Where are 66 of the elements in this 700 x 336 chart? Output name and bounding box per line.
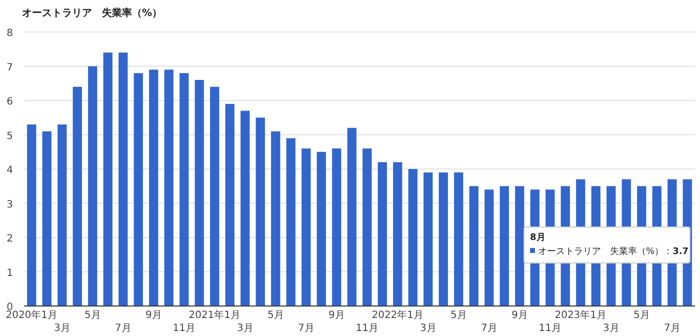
bar <box>72 86 82 306</box>
y-tick-label: 6 <box>6 96 13 108</box>
x-tick-label: 2021年1月 <box>188 309 241 321</box>
x-tick-label: 2020年1月 <box>6 309 58 321</box>
x-tick-label: 2023年1月 <box>554 309 607 321</box>
bar <box>332 148 342 306</box>
bar <box>286 138 296 306</box>
x-tick-label: 9月 <box>511 310 528 321</box>
bar <box>500 186 509 306</box>
bar <box>469 186 478 306</box>
bar <box>378 162 387 306</box>
x-tick-label: 7月 <box>480 323 498 334</box>
x-tick-label: 5月 <box>450 310 467 321</box>
bar <box>194 80 204 306</box>
y-tick-label: 3 <box>6 199 13 210</box>
bar <box>316 152 326 306</box>
x-tick-label: 11月 <box>538 323 562 334</box>
bar <box>164 70 174 306</box>
bar <box>103 52 112 306</box>
x-tick-label: 9月 <box>145 310 162 321</box>
bar <box>149 70 158 306</box>
x-tick-label: 5月 <box>633 310 650 321</box>
bar <box>88 66 98 306</box>
bar <box>27 124 36 306</box>
bar <box>393 162 402 306</box>
x-tick-label: 2022年1月 <box>372 309 424 321</box>
x-tick-label: 5月 <box>267 310 284 321</box>
x-tick-label: 7月 <box>298 323 314 334</box>
y-tick-label: 7 <box>6 62 13 74</box>
x-tick-label: 3月 <box>54 323 70 334</box>
annotation: 8月 <box>530 232 546 243</box>
bar <box>180 73 189 306</box>
bar <box>362 148 372 306</box>
x-tick-label: 11月 <box>356 323 378 334</box>
bar <box>408 169 418 306</box>
bar <box>210 86 220 306</box>
bar <box>58 124 67 306</box>
x-tick-label: 9月 <box>328 310 345 321</box>
bar <box>271 131 280 306</box>
bar <box>225 104 234 306</box>
annotation: オーストラリア 失業率（%）：3.7 <box>538 246 689 257</box>
bar <box>347 128 356 306</box>
bar <box>484 190 494 306</box>
y-tick-label: 5 <box>6 130 13 142</box>
bar <box>424 172 433 306</box>
y-tick-label: 4 <box>6 165 13 176</box>
y-tick-label: 2 <box>6 234 13 244</box>
bar <box>240 110 250 306</box>
bar <box>42 131 52 306</box>
bar <box>515 186 524 306</box>
x-tick-label: 11月 <box>172 323 196 334</box>
bar <box>118 52 128 306</box>
x-tick-label: 3月 <box>420 323 436 334</box>
x-tick-label: 7月 <box>664 323 680 334</box>
bar <box>302 148 311 306</box>
bar <box>454 172 464 306</box>
chart-title: オーストラリア 失業率（%） <box>22 7 162 19</box>
x-tick-label: 7月 <box>114 323 132 334</box>
y-tick-label: 8 <box>6 28 13 39</box>
bar <box>438 172 448 306</box>
x-tick-label: 3月 <box>236 323 254 334</box>
x-tick-label: 3月 <box>602 323 620 334</box>
x-tick-label: 5月 <box>84 310 101 321</box>
bar <box>134 73 143 306</box>
bar <box>256 118 265 306</box>
y-tick-label: 1 <box>6 268 13 279</box>
